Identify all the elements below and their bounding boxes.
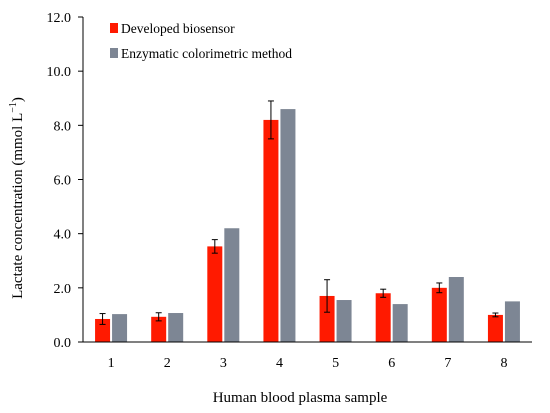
y-tick-label-10.0: 10.0 <box>47 65 72 80</box>
y-axis-title-superscript: −1 <box>8 102 19 113</box>
x-tick-label-3: 3 <box>220 356 227 371</box>
error-bar-5 <box>324 279 331 313</box>
legend-label-developed-biosensor: Developed biosensor <box>121 21 235 36</box>
axes-group <box>82 17 532 343</box>
error-bar-2 <box>155 312 162 322</box>
bar-enzymatic-6 <box>392 304 408 342</box>
y-tick-label-4.0: 4.0 <box>54 228 72 243</box>
x-tick-label-8: 8 <box>500 356 507 371</box>
x-tick-label-5: 5 <box>332 356 339 371</box>
x-tick-label-4: 4 <box>276 356 283 371</box>
x-ticks-group: 1 2 3 4 5 6 7 8 <box>108 356 508 371</box>
legend-swatch-developed-biosensor <box>110 23 118 33</box>
bar-biosensor-2 <box>151 316 167 342</box>
legend-label-enzymatic-method: Enzymatic colorimetric method <box>121 46 292 61</box>
y-axis-title-end: ) <box>10 97 26 102</box>
error-bars-group <box>99 100 499 325</box>
error-bar-1 <box>99 313 106 325</box>
bar-enzymatic-1 <box>112 314 128 342</box>
bar-biosensor-3 <box>207 246 223 342</box>
y-tick-label-8.0: 8.0 <box>54 119 72 134</box>
y-tick-label-6.0: 6.0 <box>54 174 72 189</box>
y-tick-label-12.0: 12.0 <box>47 11 72 26</box>
y-tick-label-2.0: 2.0 <box>54 282 72 297</box>
bar-enzymatic-4 <box>280 109 296 342</box>
y-tick-label-0.0: 0.0 <box>54 336 72 351</box>
bar-biosensor-8 <box>487 314 503 342</box>
bar-biosensor-6 <box>375 293 391 342</box>
bar-biosensor-1 <box>95 318 111 342</box>
error-bar-6 <box>380 288 387 298</box>
x-axis-title: Human blood plasma sample <box>213 390 388 406</box>
x-tick-label-6: 6 <box>388 356 395 371</box>
bars-group <box>95 109 520 343</box>
bar-enzymatic-3 <box>224 228 240 342</box>
y-axis-title: Lactate concentration (mmol L−1) <box>8 97 26 299</box>
x-tick-label-1: 1 <box>108 356 115 371</box>
error-bar-4 <box>267 100 274 140</box>
bar-enzymatic-7 <box>448 277 464 342</box>
x-tick-label-2: 2 <box>164 356 171 371</box>
bar-enzymatic-5 <box>336 300 352 342</box>
y-ticks-group: 0.0 2.0 4.0 6.0 8.0 10.0 12.0 <box>47 11 83 351</box>
bar-biosensor-5 <box>319 295 335 342</box>
error-bar-3 <box>211 239 218 254</box>
bar-enzymatic-2 <box>168 313 184 342</box>
bar-biosensor-7 <box>431 287 447 342</box>
bar-biosensor-4 <box>263 119 279 343</box>
legend-swatch-enzymatic-method <box>110 48 118 58</box>
legend: Developed biosensor Enzymatic colorimetr… <box>110 21 292 61</box>
x-tick-label-7: 7 <box>444 356 451 371</box>
y-axis-title-main: Lactate concentration (mmol L <box>10 113 26 299</box>
error-bar-7 <box>436 282 443 294</box>
bar-enzymatic-8 <box>504 301 520 342</box>
error-bar-8 <box>492 312 499 318</box>
